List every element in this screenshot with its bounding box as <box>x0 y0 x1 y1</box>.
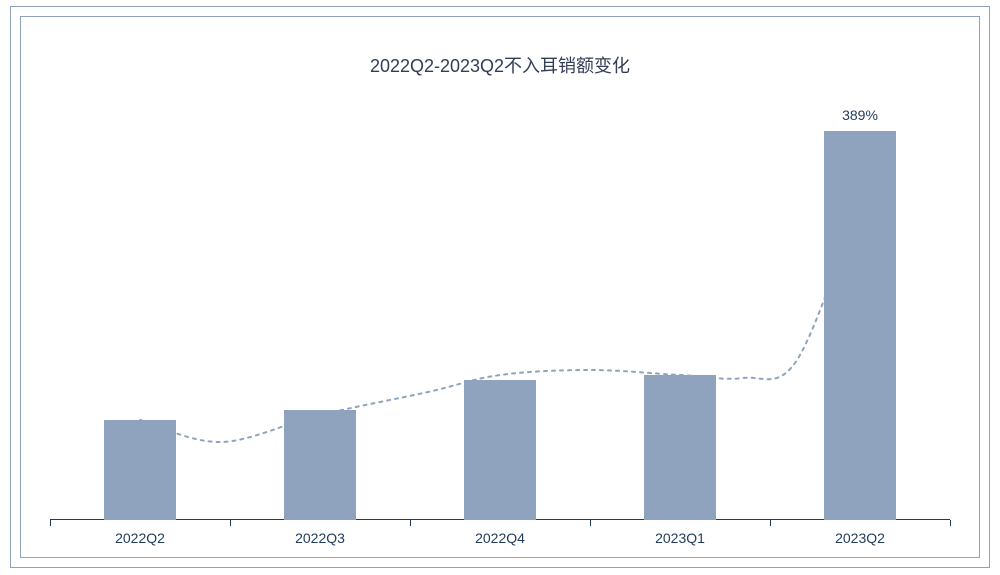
bar <box>284 410 356 520</box>
x-tick <box>50 520 51 526</box>
bar-value-label: 389% <box>842 107 878 123</box>
x-tick <box>950 520 951 526</box>
x-axis-label: 2022Q3 <box>295 530 345 546</box>
x-axis-label: 2023Q2 <box>835 530 885 546</box>
chart-title: 2022Q2-2023Q2不入耳销额变化 <box>370 52 630 78</box>
chart-plot-area: 2022Q22022Q32022Q42023Q12023Q2389% <box>50 100 950 520</box>
x-axis-label: 2023Q1 <box>655 530 705 546</box>
x-axis-label: 2022Q4 <box>475 530 525 546</box>
bar <box>464 380 536 520</box>
x-tick <box>230 520 231 526</box>
x-axis-label: 2022Q2 <box>115 530 165 546</box>
x-tick <box>770 520 771 526</box>
bar <box>644 375 716 520</box>
x-tick <box>410 520 411 526</box>
bar <box>104 420 176 520</box>
x-tick <box>590 520 591 526</box>
bar <box>824 131 896 520</box>
